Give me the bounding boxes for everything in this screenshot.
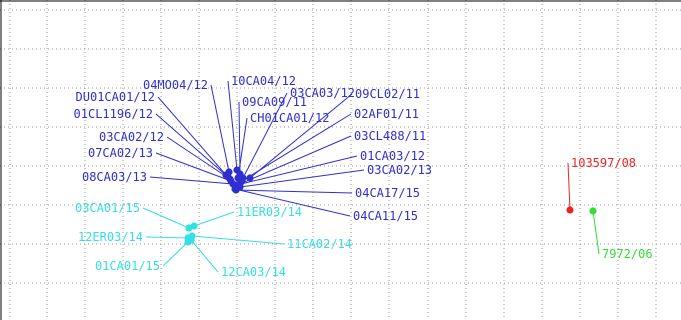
point-label: 03CA02/13: [367, 163, 432, 177]
point-label: 04CA17/15: [355, 186, 420, 200]
label-leader-line: [157, 96, 227, 176]
data-point: [566, 206, 574, 214]
label-leader-line: [227, 80, 238, 171]
point-label: 7972/06: [602, 247, 653, 261]
label-leader-line: [155, 113, 229, 178]
label-leader-line: [210, 84, 230, 173]
point-label: 01CL1196/12: [74, 107, 153, 121]
point-label: 103597/08: [571, 156, 636, 170]
label-leader-line: [239, 169, 365, 188]
label-leader-line: [149, 176, 234, 185]
point-label: CH01CA01/12: [250, 111, 329, 125]
label-leader-line: [155, 152, 232, 182]
data-point: [246, 174, 254, 182]
point-label: 03CA01/15: [75, 201, 140, 215]
label-leader-line: [190, 239, 219, 273]
point-label: 11ER03/14: [237, 205, 302, 219]
label-leader-line: [234, 188, 351, 217]
point-label: 11CA02/14: [287, 237, 352, 251]
point-label: 01CA03/12: [360, 149, 425, 163]
label-leader-line: [249, 93, 353, 179]
point-label: DU01CA01/12: [76, 90, 155, 104]
label-leader-line: [239, 135, 352, 185]
point-label: 08CA03/13: [82, 170, 147, 184]
data-point: [589, 207, 597, 215]
point-label: 01CA01/15: [95, 259, 160, 273]
label-leader-line: [166, 136, 231, 180]
label-leader-line: [592, 210, 600, 255]
point-label: 09CL02/11: [355, 87, 420, 101]
label-leader-line: [235, 189, 353, 194]
label-leader-line: [242, 92, 288, 179]
label-leader-line: [567, 162, 571, 211]
point-label: 07CA02/13: [88, 146, 153, 160]
point-label: 09CA09/11: [242, 95, 307, 109]
data-point: [231, 185, 239, 193]
point-label: 03CL488/11: [354, 129, 426, 143]
label-leader-line: [145, 236, 189, 239]
point-label: 04CA11/15: [353, 209, 418, 223]
label-leader-lines: [142, 80, 600, 273]
point-label: 04MO04/12: [143, 78, 208, 92]
point-label: 12ER03/14: [78, 230, 143, 244]
label-leader-line: [162, 241, 189, 267]
label-leader-line: [236, 155, 358, 186]
data-points: [184, 166, 597, 246]
label-leader-line: [142, 207, 190, 229]
data-point: [187, 236, 195, 244]
point-label: 10CA04/12: [231, 74, 296, 88]
label-leader-line: [241, 113, 352, 182]
label-leader-line: [191, 235, 285, 245]
label-leader-line: [193, 211, 235, 227]
point-label: 12CA03/14: [221, 265, 286, 279]
point-label: 02AF01/11: [354, 107, 419, 121]
data-point: [190, 222, 198, 230]
point-label: 03CA03/12: [290, 86, 355, 100]
label-leader-line: [238, 101, 241, 175]
point-label: 03CA02/12: [99, 130, 164, 144]
